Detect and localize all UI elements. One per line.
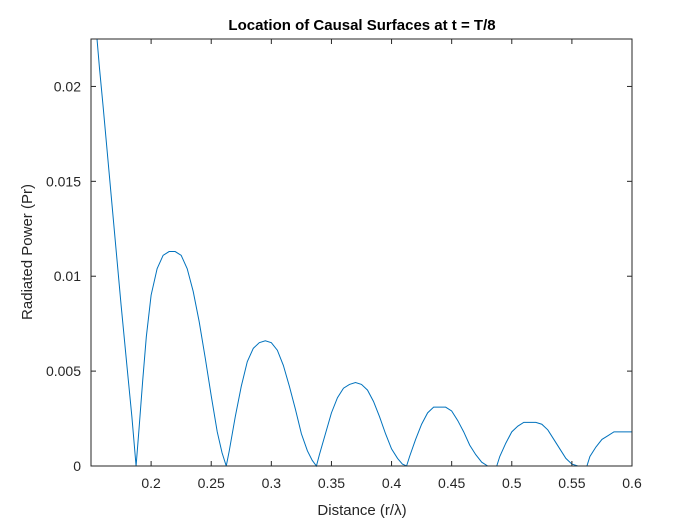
x-tick-label: 0.35 [318, 475, 345, 491]
axes-background [91, 39, 632, 466]
y-tick-label: 0.02 [54, 78, 81, 94]
x-axis-ticks: 0.2 0.25 0.3 0.35 0.4 0.45 0.5 0.55 0.6 [141, 39, 642, 491]
plot-area [90, 38, 633, 468]
x-tick-label: 0.3 [262, 475, 282, 491]
axes-box [90, 38, 633, 467]
x-tick-label: 0.5 [502, 475, 522, 491]
x-tick-label: 0.6 [622, 475, 642, 491]
y-tick-label: 0 [73, 458, 81, 474]
chart-title: Location of Causal Surfaces at t = T/8 [228, 17, 495, 34]
x-axis-label: Distance (r/λ) [317, 502, 406, 519]
x-tick-label: 0.25 [198, 475, 225, 491]
x-tick-label: 0.55 [558, 475, 585, 491]
y-axis-label: Radiated Power (Pr) [19, 184, 36, 320]
y-tick-label: 0.015 [46, 173, 81, 189]
x-tick-label: 0.45 [438, 475, 465, 491]
x-tick-label: 0.2 [141, 475, 161, 491]
y-tick-label: 0.005 [46, 363, 81, 379]
y-tick-label: 0.01 [54, 268, 81, 284]
series-line [96, 38, 632, 468]
y-axis-ticks: 0 0.005 0.01 0.015 0.02 [46, 78, 632, 474]
x-tick-label: 0.4 [382, 475, 402, 491]
